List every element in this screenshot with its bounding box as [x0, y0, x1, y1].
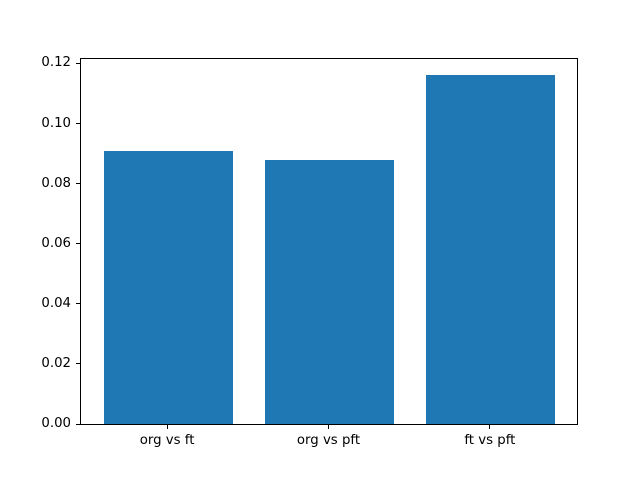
- y-tick-mark: [76, 62, 80, 64]
- y-tick-mark: [76, 243, 80, 245]
- bar-org-vs-ft: [103, 150, 233, 424]
- plot-area: [80, 58, 578, 425]
- y-tick-mark: [76, 303, 80, 305]
- y-tick-mark: [76, 123, 80, 124]
- bar-org-vs-pft: [264, 159, 395, 424]
- y-tick-label: 0.02: [41, 355, 71, 371]
- y-tick-mark: [76, 183, 80, 185]
- y-tick-mark: [76, 363, 80, 365]
- x-tick-label-ft-vs-pft: ft vs pft: [464, 433, 516, 448]
- x-tick-mark: [328, 425, 329, 429]
- x-tick-mark: [166, 425, 168, 429]
- y-tick-label: 0.08: [41, 175, 71, 191]
- y-tick-label: 0.10: [41, 115, 71, 131]
- y-tick-label: 0.12: [41, 55, 71, 71]
- y-tick-label: 0.04: [41, 295, 71, 311]
- y-tick-label: 0.06: [41, 235, 71, 251]
- y-tick-label: 0.00: [41, 416, 71, 431]
- x-tick-label-org-vs-pft: org vs pft: [296, 433, 361, 448]
- bar-ft-vs-pft: [426, 75, 556, 424]
- x-tick-label-org-vs-ft: org vs ft: [139, 433, 195, 448]
- y-tick-mark: [76, 423, 80, 425]
- x-tick-mark: [489, 425, 491, 429]
